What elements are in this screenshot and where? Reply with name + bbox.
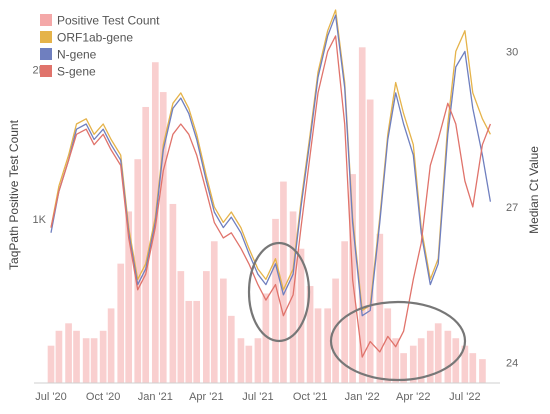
bar-positive-count (314, 308, 322, 383)
right-y-tick-label: 27 (506, 202, 518, 214)
legend-label: ORF1ab-gene (57, 31, 133, 45)
right-y-axis-ticks: 24 27 30 (506, 46, 518, 369)
bar-positive-count (306, 286, 314, 383)
bar-positive-count (117, 263, 125, 383)
legend-swatch (40, 65, 52, 77)
bar-positive-count (169, 203, 177, 383)
bar-positive-count (461, 345, 469, 383)
bar-positive-count (82, 338, 90, 383)
bar-positive-count (203, 271, 210, 383)
bar-positive-count (254, 338, 262, 383)
bar-positive-count (237, 338, 245, 383)
x-tick-label: Apr '22 (396, 391, 431, 403)
bar-positive-count (65, 323, 72, 383)
bar-positive-count (272, 218, 279, 383)
bar-positive-count (358, 47, 366, 384)
bar-positive-count (384, 308, 392, 383)
bar-positive-count (434, 323, 442, 383)
legend-label: N-gene (57, 48, 97, 62)
x-tick-label: Jul '21 (242, 391, 273, 403)
bar-positive-count (220, 278, 227, 383)
bar-positive-count (392, 338, 400, 383)
legend-swatch (40, 31, 52, 43)
x-tick-label: Jan '21 (138, 391, 173, 403)
bar-positive-count (409, 345, 417, 383)
x-tick-label: Oct '21 (293, 391, 328, 403)
x-tick-label: Oct '20 (86, 391, 121, 403)
annotation-ellipse-jan22 (329, 300, 467, 382)
bar-positive-count (159, 92, 167, 383)
bar-positive-count (193, 300, 201, 383)
legend: Positive Test Count ORF1ab-gene N-gene S-ge… (40, 14, 160, 79)
bar-positive-count (479, 359, 486, 383)
annotations (247, 241, 467, 382)
bar-positive-count (469, 353, 477, 383)
bar-positive-count (55, 330, 63, 383)
bar-positive-count (245, 345, 253, 383)
bar-positive-count (73, 330, 80, 383)
left-y-tick-label: 1K (33, 214, 47, 226)
x-tick-label: Jan '22 (345, 391, 380, 403)
legend-label: S-gene (57, 65, 96, 79)
bar-positive-count (426, 330, 434, 383)
bar-positive-count (134, 159, 142, 383)
annotation-ellipse-jul21 (247, 241, 311, 343)
bar-positive-count (332, 278, 339, 383)
bar-positive-count (400, 353, 407, 383)
bar-positive-count (107, 308, 115, 383)
legend-label: Positive Test Count (57, 14, 160, 28)
bar-positive-count (324, 308, 331, 383)
gene-series-lines (50, 9, 492, 358)
bar-positive-count (366, 99, 374, 384)
bar-positive-count (280, 181, 287, 383)
right-y-tick-label: 24 (506, 357, 518, 369)
bar-positive-count (341, 241, 349, 383)
bar-positive-count (90, 338, 98, 383)
bar-positive-count (417, 338, 425, 383)
series-line-s-gene (50, 35, 492, 358)
bar-positive-count (125, 211, 133, 383)
left-axis-title: TaqPath Positive Test Count (7, 119, 21, 270)
right-y-tick-label: 30 (506, 46, 518, 58)
x-tick-label: Jul '20 (35, 391, 66, 403)
bar-positive-count (47, 345, 55, 383)
bar-positive-count (297, 248, 305, 383)
x-tick-label: Jul '22 (449, 391, 480, 403)
legend-swatch (40, 14, 52, 26)
x-tick-label: Apr '21 (189, 391, 224, 403)
x-axis-ticks: Jul '20 Oct '20 Jan '21 Apr '21 Jul '21 Oct '… (35, 391, 480, 403)
legend-swatch (40, 48, 52, 60)
bar-positive-count (142, 106, 150, 383)
bar-positive-count (185, 300, 193, 383)
bar-positive-count (376, 233, 384, 383)
bar-positive-count (177, 271, 185, 383)
right-axis-title: Median Ct Value (527, 146, 541, 234)
bar-positive-count (210, 241, 218, 383)
bar-positive-count (289, 211, 297, 383)
bar-positive-count (444, 330, 452, 383)
bar-positive-count (227, 315, 235, 383)
bar-positive-count (262, 293, 270, 383)
bar-positive-count (99, 330, 107, 383)
